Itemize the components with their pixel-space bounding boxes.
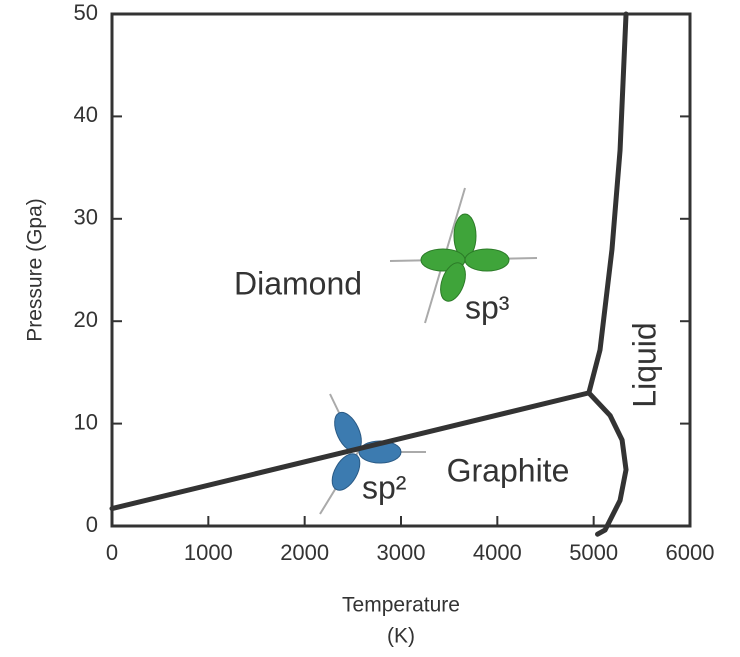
region-label: Diamond xyxy=(234,265,362,301)
region-label: Graphite xyxy=(447,452,570,488)
x-tick-label: 2000 xyxy=(280,540,329,565)
x-tick-label: 0 xyxy=(106,540,118,565)
x-tick-label: 3000 xyxy=(377,540,426,565)
y-tick-label: 20 xyxy=(74,307,98,332)
plot-frame xyxy=(110,12,692,528)
hybridization-label: sp³ xyxy=(465,289,510,325)
x-tick-label: 4000 xyxy=(473,540,522,565)
sp3-orbital-icon xyxy=(389,187,538,324)
y-axis-label: Pressure (Gpa) xyxy=(24,198,47,342)
x-tick-label: 6000 xyxy=(666,540,715,565)
y-tick-label: 0 xyxy=(86,512,98,537)
phase-boundary xyxy=(109,390,592,512)
y-tick-label: 50 xyxy=(74,0,98,25)
x-tick-label: 1000 xyxy=(184,540,233,565)
region-label: Liquid xyxy=(626,322,662,407)
x-axis-label: Temperature xyxy=(342,594,460,617)
x-tick-label: 5000 xyxy=(569,540,618,565)
hybridization-label: sp² xyxy=(362,469,407,505)
phase-boundary xyxy=(586,11,629,396)
phase-boundary xyxy=(586,390,629,537)
y-tick-label: 30 xyxy=(74,205,98,230)
y-tick-label: 40 xyxy=(74,102,98,127)
x-axis-label: (K) xyxy=(387,625,415,648)
y-tick-label: 10 xyxy=(74,409,98,434)
